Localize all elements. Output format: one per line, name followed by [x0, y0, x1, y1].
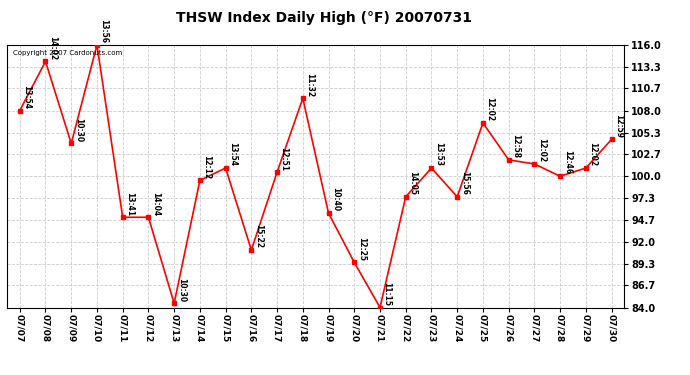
Text: 12:51: 12:51 — [279, 147, 288, 171]
Text: 15:56: 15:56 — [460, 171, 469, 195]
Text: 14:02: 14:02 — [48, 36, 57, 60]
Text: 12:46: 12:46 — [563, 150, 572, 175]
Text: 13:56: 13:56 — [99, 20, 108, 44]
Text: 15:22: 15:22 — [254, 224, 263, 249]
Text: 12:12: 12:12 — [202, 154, 211, 179]
Text: 13:41: 13:41 — [126, 192, 135, 216]
Text: 14:05: 14:05 — [408, 171, 417, 195]
Text: 11:32: 11:32 — [306, 72, 315, 97]
Text: Copyright 2007 Cardonuts.com: Copyright 2007 Cardonuts.com — [13, 50, 122, 56]
Text: 12:02: 12:02 — [589, 142, 598, 166]
Text: 11:15: 11:15 — [382, 282, 392, 306]
Text: 12:25: 12:25 — [357, 237, 366, 261]
Text: 12:02: 12:02 — [486, 97, 495, 121]
Text: 13:54: 13:54 — [22, 85, 31, 109]
Text: 13:54: 13:54 — [228, 142, 237, 166]
Text: 10:30: 10:30 — [74, 118, 83, 142]
Text: THSW Index Daily High (°F) 20070731: THSW Index Daily High (°F) 20070731 — [177, 11, 472, 25]
Text: 10:40: 10:40 — [331, 188, 340, 211]
Text: 13:53: 13:53 — [434, 142, 443, 166]
Text: 14:04: 14:04 — [151, 192, 160, 216]
Text: 12:02: 12:02 — [537, 138, 546, 162]
Text: 10:30: 10:30 — [177, 278, 186, 302]
Text: 12:58: 12:58 — [511, 134, 520, 158]
Text: 12:59: 12:59 — [614, 114, 623, 138]
